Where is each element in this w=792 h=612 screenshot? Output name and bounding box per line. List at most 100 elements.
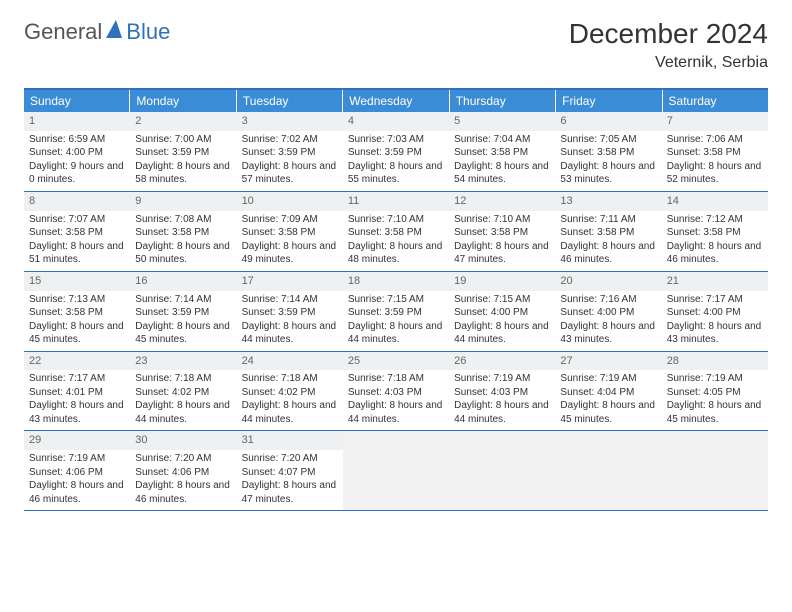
calendar-day: 28Sunrise: 7:19 AMSunset: 4:05 PMDayligh… [662, 352, 768, 431]
sunset-line: Sunset: 4:02 PM [242, 386, 338, 400]
sunrise-line: Sunrise: 7:12 AM [667, 213, 763, 227]
sunset-line: Sunset: 3:59 PM [348, 306, 444, 320]
day-number: 29 [24, 431, 130, 450]
sunrise-line: Sunrise: 7:08 AM [135, 213, 231, 227]
daylight-line: Daylight: 8 hours and 46 minutes. [667, 240, 763, 267]
calendar-day: 8Sunrise: 7:07 AMSunset: 3:58 PMDaylight… [24, 192, 130, 271]
calendar: SundayMondayTuesdayWednesdayThursdayFrid… [24, 88, 768, 511]
day-number: 12 [449, 192, 555, 211]
day-number: 6 [555, 112, 661, 131]
day-number: 14 [662, 192, 768, 211]
daylight-line: Daylight: 8 hours and 43 minutes. [560, 320, 656, 347]
calendar-day: 17Sunrise: 7:14 AMSunset: 3:59 PMDayligh… [237, 272, 343, 351]
sunrise-line: Sunrise: 7:18 AM [348, 372, 444, 386]
sunrise-line: Sunrise: 6:59 AM [29, 133, 125, 147]
calendar-day: 1Sunrise: 6:59 AMSunset: 4:00 PMDaylight… [24, 112, 130, 191]
day-number: 3 [237, 112, 343, 131]
daylight-line: Daylight: 8 hours and 46 minutes. [560, 240, 656, 267]
calendar-day: 13Sunrise: 7:11 AMSunset: 3:58 PMDayligh… [555, 192, 661, 271]
weekday-header-row: SundayMondayTuesdayWednesdayThursdayFrid… [24, 90, 768, 112]
sunset-line: Sunset: 4:03 PM [348, 386, 444, 400]
day-number: 21 [662, 272, 768, 291]
sunset-line: Sunset: 3:59 PM [348, 146, 444, 160]
calendar-body: 1Sunrise: 6:59 AMSunset: 4:00 PMDaylight… [24, 112, 768, 511]
sunset-line: Sunset: 4:01 PM [29, 386, 125, 400]
sunset-line: Sunset: 4:00 PM [560, 306, 656, 320]
sunset-line: Sunset: 4:06 PM [135, 466, 231, 480]
sunrise-line: Sunrise: 7:19 AM [560, 372, 656, 386]
month-title: December 2024 [569, 18, 768, 50]
sunset-line: Sunset: 4:05 PM [667, 386, 763, 400]
daylight-line: Daylight: 8 hours and 47 minutes. [454, 240, 550, 267]
calendar-day: 2Sunrise: 7:00 AMSunset: 3:59 PMDaylight… [130, 112, 236, 191]
daylight-line: Daylight: 8 hours and 44 minutes. [348, 399, 444, 426]
calendar-day: 31Sunrise: 7:20 AMSunset: 4:07 PMDayligh… [237, 431, 343, 510]
sunrise-line: Sunrise: 7:07 AM [29, 213, 125, 227]
weekday-header: Thursday [450, 90, 556, 112]
calendar-week-row: 1Sunrise: 6:59 AMSunset: 4:00 PMDaylight… [24, 112, 768, 192]
sunrise-line: Sunrise: 7:06 AM [667, 133, 763, 147]
calendar-day: 10Sunrise: 7:09 AMSunset: 3:58 PMDayligh… [237, 192, 343, 271]
daylight-line: Daylight: 8 hours and 45 minutes. [29, 320, 125, 347]
daylight-line: Daylight: 8 hours and 58 minutes. [135, 160, 231, 187]
sunset-line: Sunset: 4:07 PM [242, 466, 338, 480]
weekday-header: Friday [556, 90, 662, 112]
daylight-line: Daylight: 8 hours and 44 minutes. [348, 320, 444, 347]
day-number: 23 [130, 352, 236, 371]
sunrise-line: Sunrise: 7:19 AM [29, 452, 125, 466]
day-number: 4 [343, 112, 449, 131]
calendar-day: 6Sunrise: 7:05 AMSunset: 3:58 PMDaylight… [555, 112, 661, 191]
calendar-day: 15Sunrise: 7:13 AMSunset: 3:58 PMDayligh… [24, 272, 130, 351]
sunrise-line: Sunrise: 7:13 AM [29, 293, 125, 307]
daylight-line: Daylight: 8 hours and 54 minutes. [454, 160, 550, 187]
sunset-line: Sunset: 3:59 PM [135, 146, 231, 160]
sunrise-line: Sunrise: 7:19 AM [454, 372, 550, 386]
day-number: 31 [237, 431, 343, 450]
sunrise-line: Sunrise: 7:20 AM [135, 452, 231, 466]
calendar-day: 27Sunrise: 7:19 AMSunset: 4:04 PMDayligh… [555, 352, 661, 431]
calendar-day: 19Sunrise: 7:15 AMSunset: 4:00 PMDayligh… [449, 272, 555, 351]
calendar-day-empty [449, 431, 555, 510]
sunset-line: Sunset: 3:59 PM [242, 146, 338, 160]
sunset-line: Sunset: 3:58 PM [454, 226, 550, 240]
calendar-day: 20Sunrise: 7:16 AMSunset: 4:00 PMDayligh… [555, 272, 661, 351]
calendar-day: 23Sunrise: 7:18 AMSunset: 4:02 PMDayligh… [130, 352, 236, 431]
logo-sail-icon [104, 18, 124, 45]
sunset-line: Sunset: 3:58 PM [348, 226, 444, 240]
sunrise-line: Sunrise: 7:11 AM [560, 213, 656, 227]
sunset-line: Sunset: 4:03 PM [454, 386, 550, 400]
sunset-line: Sunset: 4:04 PM [560, 386, 656, 400]
logo-text-general: General [24, 19, 102, 45]
day-number: 8 [24, 192, 130, 211]
sunrise-line: Sunrise: 7:10 AM [454, 213, 550, 227]
daylight-line: Daylight: 8 hours and 43 minutes. [667, 320, 763, 347]
daylight-line: Daylight: 8 hours and 50 minutes. [135, 240, 231, 267]
calendar-day-empty [343, 431, 449, 510]
sunrise-line: Sunrise: 7:03 AM [348, 133, 444, 147]
day-number: 7 [662, 112, 768, 131]
weekday-header: Saturday [663, 90, 768, 112]
day-number: 10 [237, 192, 343, 211]
sunrise-line: Sunrise: 7:18 AM [242, 372, 338, 386]
logo-text-blue: Blue [126, 19, 170, 45]
sunrise-line: Sunrise: 7:15 AM [348, 293, 444, 307]
weekday-header: Wednesday [343, 90, 449, 112]
calendar-day-empty [662, 431, 768, 510]
daylight-line: Daylight: 8 hours and 44 minutes. [454, 399, 550, 426]
day-number: 28 [662, 352, 768, 371]
title-block: December 2024 Veternik, Serbia [569, 18, 768, 72]
calendar-day: 21Sunrise: 7:17 AMSunset: 4:00 PMDayligh… [662, 272, 768, 351]
calendar-day: 3Sunrise: 7:02 AMSunset: 3:59 PMDaylight… [237, 112, 343, 191]
location: Veternik, Serbia [569, 54, 768, 72]
sunset-line: Sunset: 3:58 PM [135, 226, 231, 240]
weekday-header: Tuesday [237, 90, 343, 112]
day-number: 9 [130, 192, 236, 211]
sunrise-line: Sunrise: 7:02 AM [242, 133, 338, 147]
day-number: 1 [24, 112, 130, 131]
sunrise-line: Sunrise: 7:17 AM [667, 293, 763, 307]
weekday-header: Sunday [24, 90, 130, 112]
day-number: 19 [449, 272, 555, 291]
sunrise-line: Sunrise: 7:00 AM [135, 133, 231, 147]
sunrise-line: Sunrise: 7:14 AM [242, 293, 338, 307]
daylight-line: Daylight: 8 hours and 46 minutes. [135, 479, 231, 506]
